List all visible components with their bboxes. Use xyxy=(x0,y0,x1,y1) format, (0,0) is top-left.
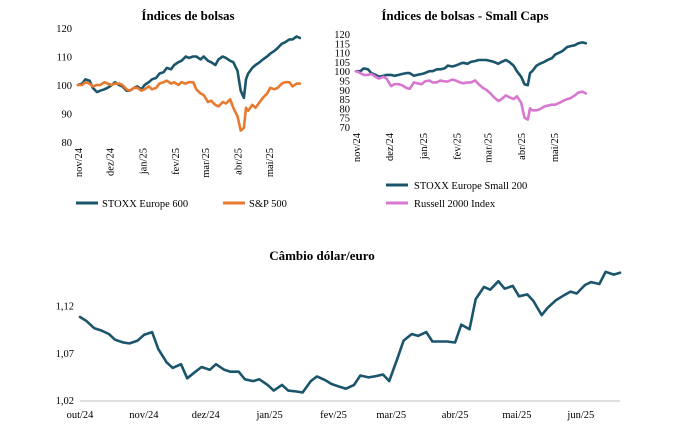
x-tick-label: fev/25 xyxy=(453,133,464,160)
legend-label-russell-2000: Russell 2000 Index xyxy=(414,199,496,210)
y-tick-label: 1,12 xyxy=(56,302,74,313)
x-tick-label: out/24 xyxy=(67,410,95,421)
x-tick-label: mai/25 xyxy=(502,410,531,421)
y-tick-label: 110 xyxy=(57,53,72,64)
x-tick-label: dez/24 xyxy=(385,132,396,161)
chart-series-small-caps xyxy=(354,41,588,121)
series-line-stoxx-europe-small-200 xyxy=(354,41,588,87)
x-tick-label: nov/24 xyxy=(74,147,85,177)
y-tick-label: 110 xyxy=(335,49,350,60)
x-tick-label: mar/25 xyxy=(483,133,494,163)
x-tick-label: mai/25 xyxy=(550,133,561,162)
y-tick-label: 1,07 xyxy=(56,349,74,360)
x-tick-label: mar/25 xyxy=(201,148,212,178)
y-tick-label: 120 xyxy=(334,30,350,41)
chart-stock-indices: Índices de bolsas 80 90 100 110 120 nov/24 dez… xyxy=(56,8,302,210)
x-tick-label: mai/25 xyxy=(265,148,276,177)
series-line-c-mbio-d-lar-euro xyxy=(78,270,622,394)
x-tick-label: fev/25 xyxy=(171,148,182,175)
legend-small-caps: STOXX Europe Small 200 Russell 2000 Inde… xyxy=(386,181,527,210)
x-tick-label: dez/24 xyxy=(192,410,221,421)
series-line-stoxx-europe-600 xyxy=(76,35,302,100)
x-tick-label: jan/25 xyxy=(255,410,282,421)
y-tick-label: 90 xyxy=(340,86,351,97)
y-tick-label: 95 xyxy=(340,77,351,88)
x-tick-label: abr/25 xyxy=(234,148,245,175)
chart-series-stock-indices xyxy=(76,35,302,132)
chart-axes-stock-indices: 80 90 100 110 120 nov/24 dez/24 jan/25 fev/25 mar… xyxy=(56,24,276,178)
y-tick-label: 100 xyxy=(56,81,72,92)
series-line-s-p-500 xyxy=(76,79,302,132)
x-tick-label: dez/24 xyxy=(106,147,117,176)
y-tick-label: 115 xyxy=(335,39,350,50)
x-tick-label: jan/25 xyxy=(419,133,430,160)
y-tick-label: 85 xyxy=(340,95,351,106)
y-tick-label: 1,02 xyxy=(56,396,74,407)
y-tick-label: 80 xyxy=(62,138,73,149)
y-tick-label: 105 xyxy=(334,58,350,69)
y-tick-label: 100 xyxy=(334,67,350,78)
chart-title-usd-eur: Câmbio dólar/euro xyxy=(269,248,375,263)
chart-series-usd-eur xyxy=(78,270,622,394)
x-tick-label: nov/24 xyxy=(352,132,363,162)
x-tick-label: abr/25 xyxy=(442,410,469,421)
y-tick-label: 80 xyxy=(340,104,351,115)
x-tick-label: jun/25 xyxy=(566,410,594,421)
y-tick-label: 120 xyxy=(56,24,72,35)
series-line-russell-2000-index xyxy=(354,69,588,121)
chart-title-stock-indices: Índices de bolsas xyxy=(141,8,234,23)
y-tick-label: 70 xyxy=(340,123,351,134)
legend-label-stoxx-600: STOXX Europe 600 xyxy=(102,199,188,210)
y-tick-label: 75 xyxy=(340,114,351,125)
y-tick-label: 90 xyxy=(62,110,73,121)
x-tick-label: mar/25 xyxy=(376,410,406,421)
x-tick-label: nov/24 xyxy=(129,410,159,421)
legend-label-stoxx-small-200: STOXX Europe Small 200 xyxy=(414,181,527,192)
chart-small-caps: Índices de bolsas - Small Caps 707580859… xyxy=(334,8,588,210)
legend-label-sp500: S&P 500 xyxy=(249,199,287,210)
chart-usd-eur: Câmbio dólar/euro 1,02 1,07 1,12 out/24 nov/… xyxy=(56,248,622,421)
chart-axes-usd-eur: 1,02 1,07 1,12 out/24 nov/24 dez/24 jan/25 fev/… xyxy=(56,302,620,421)
x-tick-label: jan/25 xyxy=(138,148,149,175)
x-tick-label: fev/25 xyxy=(320,410,347,421)
chart-title-small-caps: Índices de bolsas - Small Caps xyxy=(381,8,548,23)
x-tick-label: abr/25 xyxy=(517,133,528,160)
legend-stock-indices: STOXX Europe 600 S&P 500 xyxy=(76,199,287,210)
